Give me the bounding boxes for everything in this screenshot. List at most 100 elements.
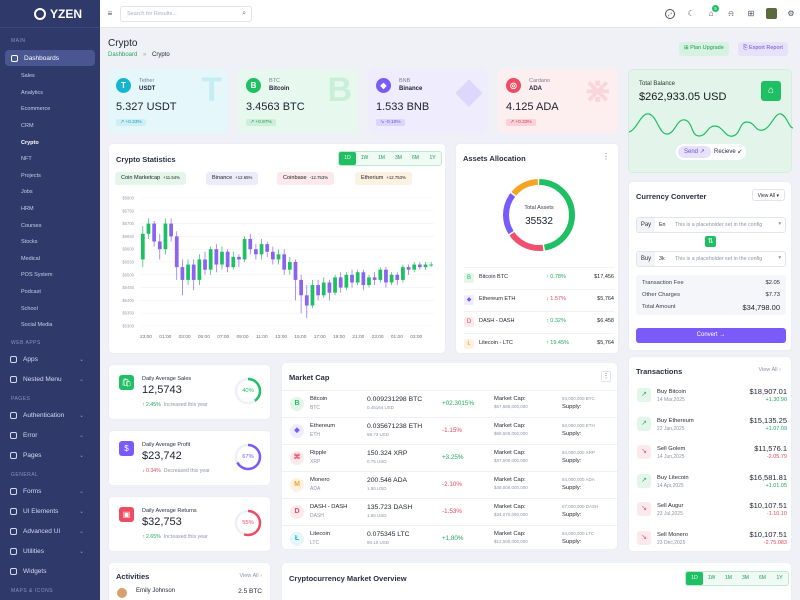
- asset-row[interactable]: B Bitcoin BTC ↑ 0.78% $17,456: [464, 267, 614, 287]
- coin-card-ada[interactable]: ⋇ ◎ Cardano ADA 4.125 ADA ↗ +0.33%: [498, 69, 618, 133]
- sidebar-item-advanced-ui[interactable]: Advanced UI ⌄: [0, 522, 100, 542]
- search-icon[interactable]: ⌕: [242, 10, 246, 17]
- transaction-row[interactable]: ↗ Buy Litecoin 14 Apr,2025 $16,581.81 +1.01.…: [629, 467, 799, 495]
- pay-field[interactable]: Pay En This is a placeholder set in the …: [636, 217, 786, 233]
- tab-3m[interactable]: 3M: [742, 575, 749, 581]
- sidebar-item-sales[interactable]: Sales: [21, 73, 35, 80]
- buy-field[interactable]: Buy 3k This is a placeholder set in the …: [636, 251, 786, 267]
- moon-icon[interactable]: ☾: [687, 9, 695, 18]
- sidebar-item-jobs[interactable]: Jobs: [21, 189, 33, 196]
- candle-body: [163, 223, 168, 250]
- converter-view-all-button[interactable]: View All ▾: [751, 189, 785, 201]
- transactions-view-all-link[interactable]: View All ›: [758, 367, 781, 373]
- tab-1y[interactable]: 1Y: [429, 155, 436, 161]
- sidebar-item-social-media[interactable]: Social Media: [21, 322, 53, 329]
- tab-3m[interactable]: 3M: [395, 155, 402, 161]
- coin-card-binance[interactable]: ◆ ◆ BNB Binance 1.533 BNB ↘ -0.10%: [368, 69, 488, 133]
- convert-button[interactable]: Convert →: [636, 328, 786, 343]
- tab-1w[interactable]: 1W: [707, 575, 716, 581]
- sidebar-item-school[interactable]: School: [21, 305, 38, 312]
- coin-change: +1.80%: [442, 535, 464, 542]
- asset-row[interactable]: D DASH - DASH ↑ 0.32% $6,458: [464, 311, 614, 331]
- sidebar-item-pages[interactable]: Pages ⌄: [0, 446, 100, 466]
- settings-icon[interactable]: ⚙: [787, 9, 795, 18]
- transaction-row[interactable]: ↘ Sell Monero 23 Dec,2025 $10,107.51 -2.75.0…: [629, 524, 799, 552]
- sidebar-item-hrm[interactable]: HRM: [21, 206, 34, 213]
- bell-icon[interactable]: ⍾: [728, 9, 734, 18]
- transaction-row[interactable]: ↘ Sell Golem 14 Jun,2025 $11,576.1 -2.05.79: [629, 438, 799, 466]
- more-options-icon[interactable]: ⋮: [602, 152, 610, 161]
- tab-1m[interactable]: 1M: [378, 155, 385, 161]
- activities-view-all-link[interactable]: View All ›: [239, 573, 262, 579]
- breadcrumb-link[interactable]: Dashboard: [108, 52, 138, 58]
- tab-1m[interactable]: 1M: [725, 575, 732, 581]
- asset-row[interactable]: Ł Litecoin - LTC ↑ 19.45% $5,764: [464, 333, 614, 353]
- cart-icon[interactable]: ⌂: [708, 9, 714, 18]
- sidebar-item-medical[interactable]: Medical: [21, 255, 40, 262]
- grid-apps-icon[interactable]: ⊞: [747, 9, 755, 18]
- tab-1y[interactable]: 1Y: [776, 575, 783, 581]
- exchange-tag-coinbase[interactable]: Coinbase -12.753%: [277, 172, 335, 185]
- swap-icon[interactable]: ⇅: [705, 236, 716, 247]
- sidebar-item-utilities[interactable]: Utilities ⌄: [0, 542, 100, 562]
- sidebar-item-ui-elements[interactable]: UI Elements ⌄: [0, 502, 100, 522]
- coin-label: BNB: [399, 78, 411, 84]
- candle-body: [254, 249, 258, 255]
- tab-6m[interactable]: 6M: [412, 155, 419, 161]
- exchange-tag-etherium[interactable]: Etherium +12.753%: [355, 172, 412, 185]
- sidebar-item-nested-menu[interactable]: Nested Menu ⌄: [0, 370, 100, 390]
- transaction-row[interactable]: ↗ Buy Ethereum 22 Jan,2025 $15,135.25 +1.07.…: [629, 410, 799, 438]
- sidebar-item-crm[interactable]: CRM: [21, 123, 34, 130]
- avatar[interactable]: [766, 8, 777, 19]
- coin-name: USDT: [139, 86, 156, 92]
- exchange-tag-coin-marketcap[interactable]: Coin Marketcap +11.54%: [115, 172, 186, 185]
- export-report-button[interactable]: ⎘ Export Report: [738, 42, 788, 56]
- sidebar-item-courses[interactable]: Courses: [21, 222, 42, 229]
- market-cap-row[interactable]: ⌘ Ripple XRP 150.324 XRP 0.75 USD +3.25% Marke…: [282, 444, 617, 471]
- brand-logo[interactable]: YZEN: [0, 0, 100, 28]
- sidebar-item-projects[interactable]: Projects: [21, 172, 41, 179]
- menu-icon: [10, 508, 17, 515]
- sidebar-item-ecommerce[interactable]: Ecommerce: [21, 106, 51, 113]
- transaction-row[interactable]: ↗ Buy Bitcoin 14 Mar,2025 $18,907.01 +1.30.9…: [629, 381, 799, 409]
- menu-toggle-icon[interactable]: ≡: [107, 9, 113, 18]
- arrow-up-icon: ↗: [120, 120, 126, 125]
- sidebar-item-forms[interactable]: Forms ⌄: [0, 482, 100, 502]
- sidebar-item-stocks[interactable]: Stocks: [21, 239, 38, 246]
- export-report-label: Export Report: [748, 45, 783, 51]
- market-cap-row[interactable]: Ł Litecoin LTC 0.075345 LTC 90.10 USD +1.80% M…: [282, 525, 617, 552]
- tab-1d[interactable]: 1D: [686, 572, 703, 585]
- coin-card-bitcoin[interactable]: B B BTC Bitcoin 3.4563 BTC ↗ +0.97%: [238, 69, 358, 133]
- send-button[interactable]: Send ↗: [678, 146, 711, 158]
- sidebar-item-pos-system[interactable]: POS System: [21, 272, 53, 279]
- sidebar-item-authentication[interactable]: Authentication ⌄: [0, 406, 100, 426]
- sidebar-item-crypto[interactable]: Crypto: [21, 139, 39, 146]
- fullscreen-icon[interactable]: ⤢: [665, 9, 675, 19]
- sidebar-item-analytics[interactable]: Analytics: [21, 89, 44, 96]
- send-receive-toggle[interactable]: Send ↗ Recieve ↙: [676, 144, 746, 160]
- sidebar-item-podcast[interactable]: Podcast: [21, 289, 41, 296]
- market-cap-row[interactable]: D DASH - DASH DASH 135.723 DASH 1.65 USD -1.5…: [282, 498, 617, 525]
- coin-icon: Ł: [464, 339, 474, 349]
- market-cap-row[interactable]: ◆ Ethereum ETH 0.035671238 ETH 58.73 USD -1.1…: [282, 417, 617, 444]
- asset-row[interactable]: ◆ Ethereum ETH ↓ 1.57% $5,764: [464, 289, 614, 309]
- sidebar-item-nft[interactable]: NFT: [21, 156, 32, 163]
- receive-button[interactable]: Recieve ↙: [714, 148, 742, 155]
- tab-6m[interactable]: 6M: [759, 575, 766, 581]
- coin-card-usdt[interactable]: T T Tether USDT 5.327 USDT ↗ +0.33%: [108, 69, 228, 133]
- sidebar-item-widgets[interactable]: Widgets: [0, 562, 100, 582]
- sidebar-item-dashboards[interactable]: Dashboards: [5, 50, 95, 66]
- bank-icon[interactable]: ⌂: [761, 81, 781, 101]
- more-options-icon[interactable]: ⋮: [601, 371, 611, 382]
- sidebar-item-error[interactable]: Error ⌄: [0, 426, 100, 446]
- market-cap-row[interactable]: M Monero ADA 200.546 ADA 1.50 USD -2.10% Marke…: [282, 471, 617, 498]
- donut-segment-bitcoin: [503, 179, 575, 251]
- search-input[interactable]: Search for Results... ⌕: [120, 6, 252, 22]
- tab-1w[interactable]: 1W: [360, 155, 369, 161]
- exchange-tag-binance[interactable]: Binance +12.65%: [206, 172, 259, 185]
- tab-1d[interactable]: 1D: [339, 152, 356, 165]
- transaction-row[interactable]: ↘ Sell Augur 23 Jul,2025 $10,107.51 -1.10.10: [629, 495, 799, 523]
- plan-upgrade-button[interactable]: ⊞ Plan Upgrade: [679, 42, 729, 56]
- market-cap-row[interactable]: B Bitcoin BTC 0.009231298 BTC 0.45164 USD +02…: [282, 390, 617, 417]
- sidebar-item-apps[interactable]: Apps ⌄: [0, 350, 100, 370]
